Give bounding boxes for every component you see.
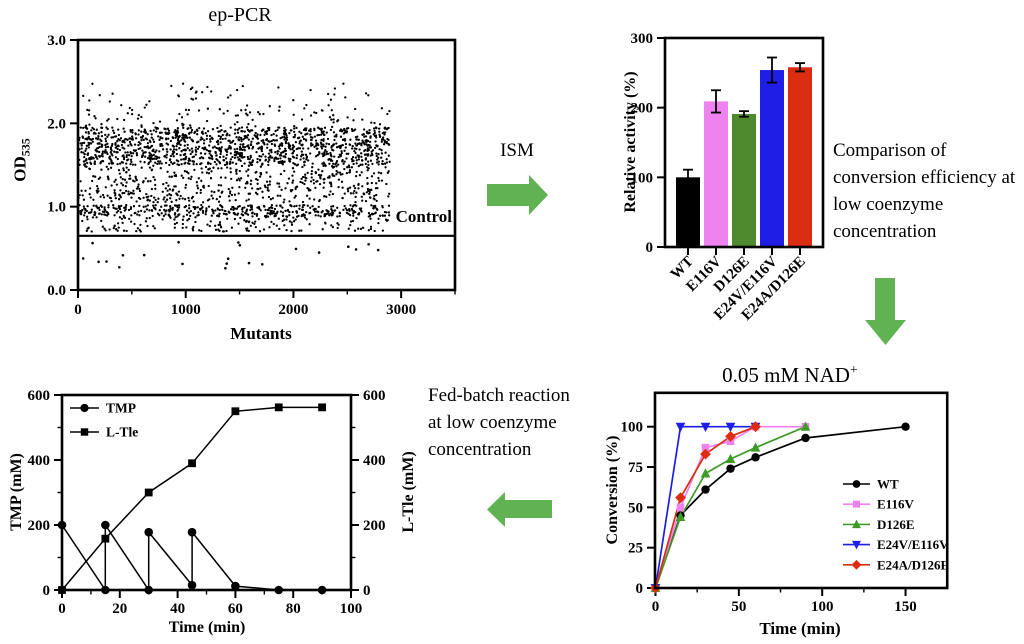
epcr-y-axis-label: OD535 — [10, 138, 33, 182]
control-line-label: Control — [395, 207, 452, 226]
bar-WT — [676, 177, 700, 247]
bar-E24A/D126E — [788, 67, 812, 247]
error-bars — [683, 56, 805, 186]
bars — [676, 67, 812, 248]
svg-text:1.0: 1.0 — [47, 200, 66, 216]
left-arrow-icon — [487, 492, 552, 527]
x-axis: 0 50 100 150 — [652, 588, 917, 615]
bar-E116V — [704, 101, 728, 247]
bar-E24V/E116V — [760, 70, 784, 248]
conversion-y-axis-label: Conversion (%) — [604, 435, 621, 545]
y-axis: 0.0 1.0 2.0 3.0 — [47, 33, 78, 299]
fedbatch-left-y-axis-label: TMP (mM) — [8, 453, 25, 531]
svg-text:3000: 3000 — [386, 302, 416, 318]
bar-y-axis-label: Relative activity (%) — [622, 71, 639, 213]
series — [57, 403, 327, 595]
down-arrow-icon — [865, 278, 906, 345]
fedbatch-right-y-axis-label: L-Tle (mM) — [400, 451, 417, 533]
bar-D126E — [732, 113, 756, 247]
fedbatch-x-axis-label: Time (min) — [168, 619, 246, 636]
conversion-title: 0.05 mM NAD+ — [722, 363, 858, 388]
fedbatch-annotation: Fed-batch reaction at low coenzyme conce… — [428, 385, 570, 460]
right-arrow-icon — [487, 175, 548, 215]
svg-text:2.0: 2.0 — [47, 116, 66, 132]
conversion-x-axis-label: Time (min) — [759, 619, 841, 638]
conversion-title-sup: + — [849, 363, 858, 378]
svg-text:0.0: 0.0 — [47, 283, 66, 299]
epcr-y-axis-label-sub: 535 — [18, 138, 33, 157]
ism-label: ISM — [500, 140, 534, 161]
comparison-annotation: Comparison of conversion efficiency at l… — [833, 140, 1016, 242]
epcr-x-axis-label: Mutants — [230, 324, 292, 343]
svg-text:3.0: 3.0 — [47, 33, 66, 49]
svg-text:1000: 1000 — [171, 302, 201, 318]
epcr-y-axis-label-base: OD — [10, 156, 30, 182]
epcr-title: ep-PCR — [208, 4, 272, 26]
scatter-points — [77, 82, 391, 270]
conversion-title-base: 0.05 mM NAD — [722, 363, 850, 387]
svg-text:2000: 2000 — [278, 302, 308, 318]
svg-text:0: 0 — [74, 302, 82, 318]
x-axis: 0 1000 2000 3000 — [74, 290, 456, 318]
